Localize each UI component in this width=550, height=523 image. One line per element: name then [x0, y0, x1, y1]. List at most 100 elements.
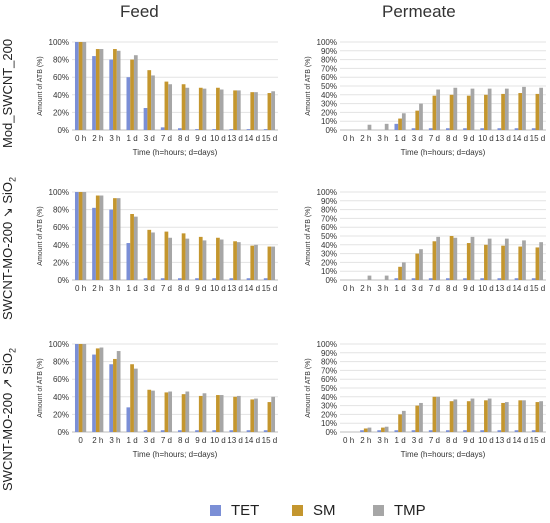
- x-tick-label: 0 h: [343, 134, 354, 143]
- bar-tet: [497, 430, 502, 432]
- bar-tet: [246, 129, 251, 130]
- bar-tet: [531, 128, 536, 130]
- y-tick-label: 60%: [53, 223, 69, 232]
- bar-sm: [164, 392, 169, 432]
- bar-tmp: [116, 50, 121, 130]
- bar-tet: [394, 278, 399, 280]
- legend-swatch-tet: [210, 505, 221, 516]
- bar-tet: [92, 354, 96, 432]
- y-tick-label: 90%: [321, 349, 337, 358]
- bar-tmp: [453, 399, 458, 432]
- x-tick-label: 13 d: [227, 436, 243, 445]
- bar-sm: [501, 402, 505, 432]
- row-label-2: SWCNT-MO-200 ↘ SiO2: [0, 176, 18, 320]
- y-tick-label: 70%: [321, 64, 337, 73]
- x-tick-label: 2 h: [92, 436, 103, 445]
- x-tick-label: 14 d: [244, 134, 260, 143]
- x-tick-label: 3 h: [109, 436, 120, 445]
- legend-label-sm: SM: [313, 502, 336, 519]
- y-tick-label: 10%: [321, 419, 337, 428]
- y-tick-label: 100%: [49, 38, 69, 47]
- y-tick-label: 80%: [321, 358, 337, 367]
- bar-tet: [411, 128, 416, 130]
- bar-sm: [432, 241, 437, 280]
- y-tick-label: 0%: [57, 276, 69, 285]
- x-tick-label: 15 d: [262, 134, 278, 143]
- bar-sm: [181, 84, 186, 130]
- y-tick-label: 40%: [321, 91, 337, 100]
- bar-sm: [398, 118, 402, 130]
- bar-tmp: [185, 87, 190, 130]
- bar-sm: [130, 59, 134, 130]
- bar-tmp: [236, 90, 241, 130]
- bar-tet: [92, 207, 96, 280]
- bar-tet: [497, 128, 502, 130]
- bar-tmp: [202, 88, 207, 130]
- bar-sm: [147, 389, 152, 432]
- x-tick-label: 10 d: [210, 284, 226, 293]
- bar-tmp: [99, 347, 104, 432]
- bar-tmp: [487, 88, 492, 130]
- x-tick-label: 0 h: [343, 284, 354, 293]
- bar-sm: [250, 92, 255, 130]
- bar-tet: [445, 128, 450, 130]
- x-tick-label: 3 d: [412, 134, 423, 143]
- x-tick-label: 10 d: [478, 134, 494, 143]
- y-tick-label: 40%: [321, 241, 337, 250]
- bar-sm: [267, 246, 272, 280]
- bar-sm: [518, 93, 523, 130]
- bar-tet: [160, 127, 165, 130]
- y-tick-label: 90%: [321, 47, 337, 56]
- bar-tet: [445, 430, 450, 432]
- bar-sm: [181, 233, 186, 280]
- x-tick-label: 7 d: [161, 284, 172, 293]
- bar-tet: [263, 430, 268, 432]
- feed-chart-row3: 0% 20% 40% 60% 80% 100% Amount of ATB (%) 0 2 h 3…: [37, 340, 278, 459]
- y-tick-label: 20%: [53, 258, 69, 267]
- bar-tmp: [271, 91, 276, 130]
- bar-sm: [535, 93, 540, 130]
- x-tick-label: 3 h: [377, 134, 388, 143]
- bar-tmp: [168, 237, 173, 280]
- bar-tet: [195, 430, 199, 432]
- legend-item-sm: SM: [292, 502, 336, 519]
- bar-tmp: [254, 398, 258, 432]
- legend-item-tet: TET: [210, 502, 259, 519]
- bar-sm: [363, 428, 368, 432]
- x-tick-label: 15 d: [530, 284, 546, 293]
- y-tick-label: 80%: [321, 206, 337, 215]
- bar-sm: [449, 236, 454, 280]
- bar-tmp: [453, 87, 458, 130]
- x-tick-label: 13 d: [495, 284, 511, 293]
- permeate-chart-row2: 0%10%20%30%40%50%60%70%80%90%100% Amount …: [305, 188, 546, 293]
- x-tick-label: 8 d: [178, 284, 189, 293]
- bar-tmp: [254, 92, 258, 130]
- bar-tet: [514, 278, 519, 280]
- bar-sm: [147, 70, 152, 130]
- bar-sm: [432, 396, 437, 432]
- bar-sm: [398, 414, 402, 432]
- bar-tmp: [99, 195, 104, 280]
- bar-sm: [95, 348, 100, 432]
- y-tick-label: 100%: [317, 188, 337, 197]
- y-tick-label: 70%: [321, 366, 337, 375]
- y-tick-label: 10%: [321, 267, 337, 276]
- bar-tmp: [504, 88, 509, 130]
- bar-tmp: [419, 103, 423, 130]
- bar-tmp: [522, 86, 526, 130]
- x-tick-label: 3 d: [144, 436, 155, 445]
- x-tick-label: 9 d: [195, 134, 206, 143]
- x-axis-title: Time (h=hours; d=days): [401, 450, 486, 459]
- bar-tmp: [487, 238, 492, 280]
- bar-sm: [216, 87, 220, 130]
- legend-swatch-tmp: [373, 505, 384, 516]
- feed-chart-row1: 0% 20% 40% 60% 80% 100% Amount of ATB (%) 0 h 2 …: [37, 38, 278, 157]
- bar-tmp: [236, 395, 241, 432]
- bar-tmp: [151, 75, 155, 130]
- x-tick-label: 2 h: [360, 134, 371, 143]
- bar-sm: [267, 402, 272, 432]
- bar-tet: [126, 77, 131, 130]
- feed-chart-row2: 0% 20% 40% 60% 80% 100% Amount of ATB (%) 0 h 2 …: [37, 188, 278, 293]
- bar-tet: [126, 407, 131, 432]
- x-tick-label: 0 h: [75, 284, 86, 293]
